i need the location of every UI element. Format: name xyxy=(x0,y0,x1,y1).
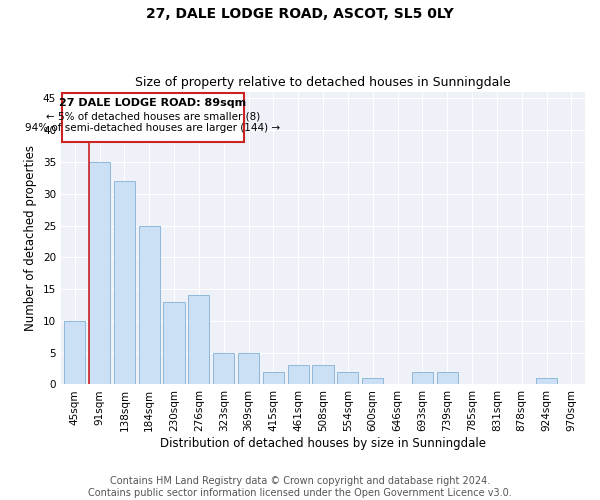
Bar xyxy=(437,372,458,384)
Bar xyxy=(362,378,383,384)
Bar xyxy=(114,181,135,384)
Bar xyxy=(163,302,185,384)
Bar xyxy=(139,226,160,384)
Bar xyxy=(313,366,334,384)
Title: Size of property relative to detached houses in Sunningdale: Size of property relative to detached ho… xyxy=(135,76,511,90)
Bar xyxy=(412,372,433,384)
Bar xyxy=(213,352,234,384)
Bar xyxy=(337,372,358,384)
Bar xyxy=(263,372,284,384)
Y-axis label: Number of detached properties: Number of detached properties xyxy=(25,146,37,332)
Bar xyxy=(287,366,309,384)
Text: ← 5% of detached houses are smaller (8): ← 5% of detached houses are smaller (8) xyxy=(46,111,260,121)
Text: Contains HM Land Registry data © Crown copyright and database right 2024.
Contai: Contains HM Land Registry data © Crown c… xyxy=(88,476,512,498)
Bar xyxy=(188,296,209,384)
Bar xyxy=(89,162,110,384)
FancyBboxPatch shape xyxy=(62,94,244,142)
Bar xyxy=(536,378,557,384)
Text: 27, DALE LODGE ROAD, ASCOT, SL5 0LY: 27, DALE LODGE ROAD, ASCOT, SL5 0LY xyxy=(146,8,454,22)
Text: 27 DALE LODGE ROAD: 89sqm: 27 DALE LODGE ROAD: 89sqm xyxy=(59,98,247,108)
Text: 94% of semi-detached houses are larger (144) →: 94% of semi-detached houses are larger (… xyxy=(25,122,280,132)
Bar xyxy=(64,321,85,384)
Bar xyxy=(238,352,259,384)
X-axis label: Distribution of detached houses by size in Sunningdale: Distribution of detached houses by size … xyxy=(160,437,486,450)
